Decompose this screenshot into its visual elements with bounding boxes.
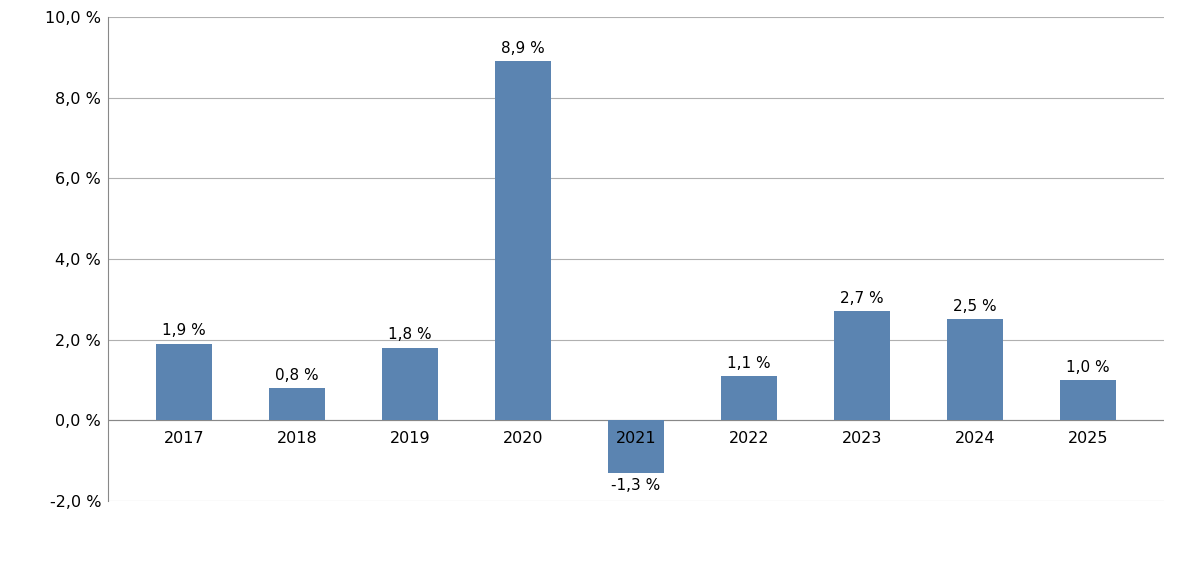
Text: 1,8 %: 1,8 % bbox=[389, 327, 432, 343]
Text: 2018: 2018 bbox=[277, 431, 318, 447]
Bar bbox=[269, 388, 325, 420]
Text: 1,1 %: 1,1 % bbox=[727, 356, 770, 370]
Text: 2020: 2020 bbox=[503, 431, 544, 447]
Text: 2,5 %: 2,5 % bbox=[953, 299, 997, 314]
Text: -1,3 %: -1,3 % bbox=[611, 478, 661, 493]
Text: 2021: 2021 bbox=[616, 431, 656, 447]
Bar bbox=[494, 61, 551, 420]
Bar bbox=[834, 311, 890, 420]
Bar bbox=[1060, 380, 1116, 420]
Text: 2024: 2024 bbox=[954, 431, 995, 447]
Text: 2022: 2022 bbox=[728, 431, 769, 447]
Text: 8,9 %: 8,9 % bbox=[502, 41, 545, 56]
Bar bbox=[947, 319, 1003, 420]
Text: 2019: 2019 bbox=[390, 431, 431, 447]
Bar bbox=[721, 376, 778, 420]
Bar bbox=[607, 420, 665, 472]
Text: 1,9 %: 1,9 % bbox=[162, 323, 206, 339]
Bar bbox=[156, 344, 212, 420]
Text: 2025: 2025 bbox=[1068, 431, 1108, 447]
Text: 1,0 %: 1,0 % bbox=[1066, 360, 1110, 374]
Text: 2017: 2017 bbox=[164, 431, 204, 447]
Text: 0,8 %: 0,8 % bbox=[275, 368, 319, 382]
Bar bbox=[382, 348, 438, 420]
Text: 2,7 %: 2,7 % bbox=[840, 291, 883, 306]
Text: 2023: 2023 bbox=[841, 431, 882, 447]
